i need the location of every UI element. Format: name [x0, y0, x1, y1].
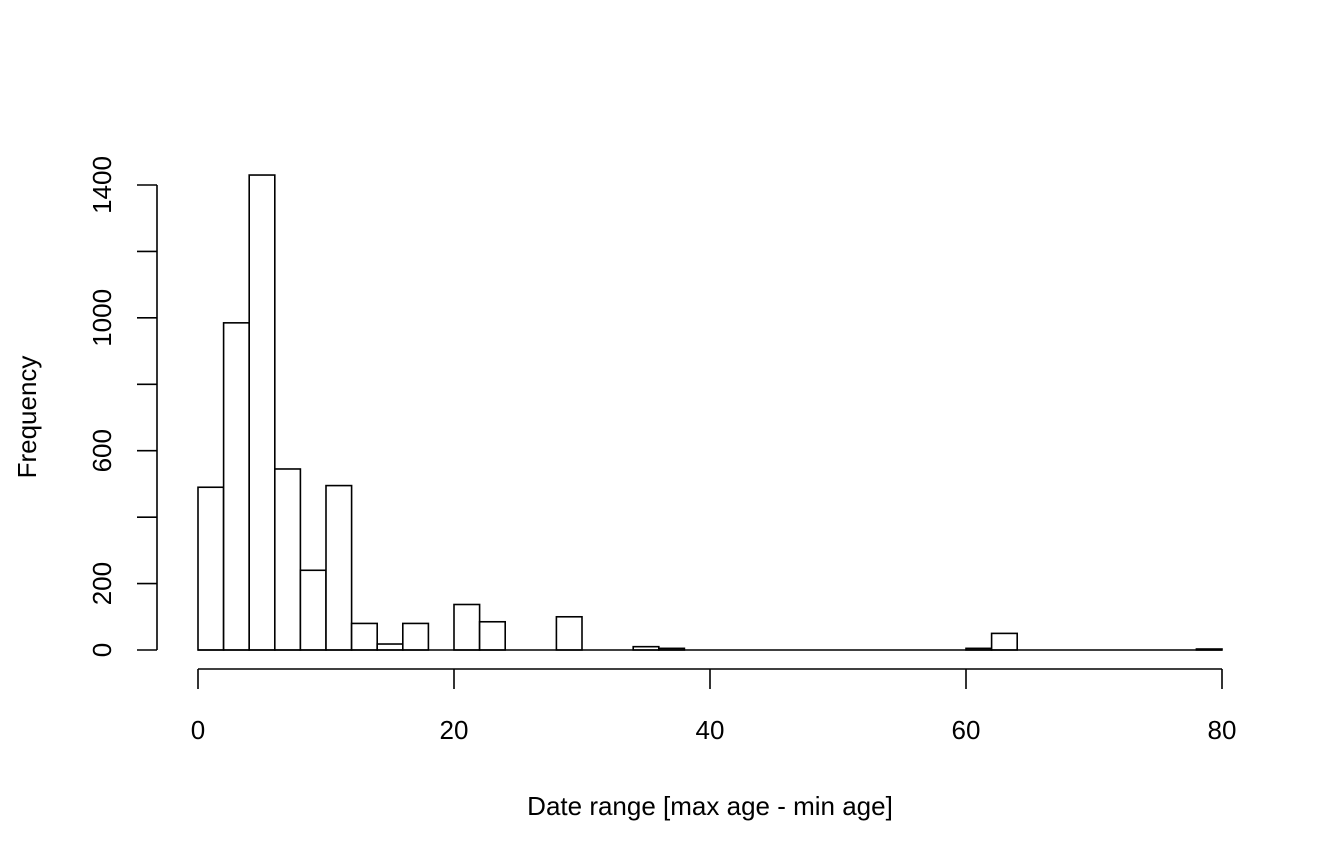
histogram-bar: [325, 484, 353, 651]
y-axis-label: Frequency: [12, 356, 42, 479]
histogram-bar: [299, 569, 327, 651]
x-tick-label: 0: [191, 715, 205, 745]
histogram-bar: [376, 643, 404, 651]
y-tick-label: 1400: [87, 156, 117, 214]
histogram-bar: [222, 322, 251, 651]
histogram-bar: [453, 603, 481, 651]
histogram-bar: [990, 632, 1018, 651]
histogram-bar: [273, 468, 302, 651]
x-axis: 0 20 40 60 80: [191, 668, 1237, 745]
histogram-bars: [197, 174, 1223, 651]
x-tick-label: 40: [696, 715, 725, 745]
x-tick-label: 60: [952, 715, 981, 745]
histogram-bar: [248, 174, 276, 651]
histogram-bar: [401, 622, 430, 651]
histogram-bar: [555, 615, 583, 651]
y-tick-label: 200: [87, 562, 117, 605]
y-tick-label: 600: [87, 429, 117, 472]
histogram-bar: [478, 620, 507, 651]
histogram-bar: [197, 486, 225, 651]
y-tick-label: 1000: [87, 289, 117, 347]
histogram-bar: [350, 622, 379, 651]
y-axis: 0 200 600 1000 1400: [87, 156, 158, 657]
x-axis-label: Date range [max age - min age]: [527, 791, 893, 821]
x-tick-label: 80: [1208, 715, 1237, 745]
x-tick-label: 20: [440, 715, 469, 745]
y-tick-label: 0: [87, 643, 117, 657]
